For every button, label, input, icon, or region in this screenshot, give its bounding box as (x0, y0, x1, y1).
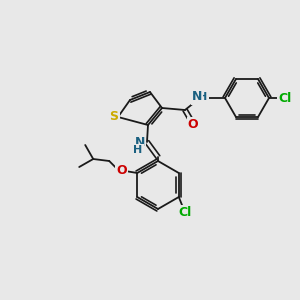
Text: O: O (188, 118, 198, 130)
Text: Cl: Cl (178, 206, 191, 218)
Text: H: H (198, 92, 208, 102)
Text: N: N (192, 91, 202, 103)
Text: N: N (135, 136, 145, 148)
Text: H: H (134, 145, 142, 155)
Text: O: O (116, 164, 127, 178)
Text: S: S (110, 110, 118, 124)
Text: Cl: Cl (278, 92, 292, 104)
